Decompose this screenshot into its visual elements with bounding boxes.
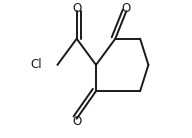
Text: O: O <box>72 2 81 15</box>
Text: O: O <box>122 2 131 15</box>
Text: Cl: Cl <box>30 58 42 71</box>
Text: O: O <box>72 115 81 128</box>
